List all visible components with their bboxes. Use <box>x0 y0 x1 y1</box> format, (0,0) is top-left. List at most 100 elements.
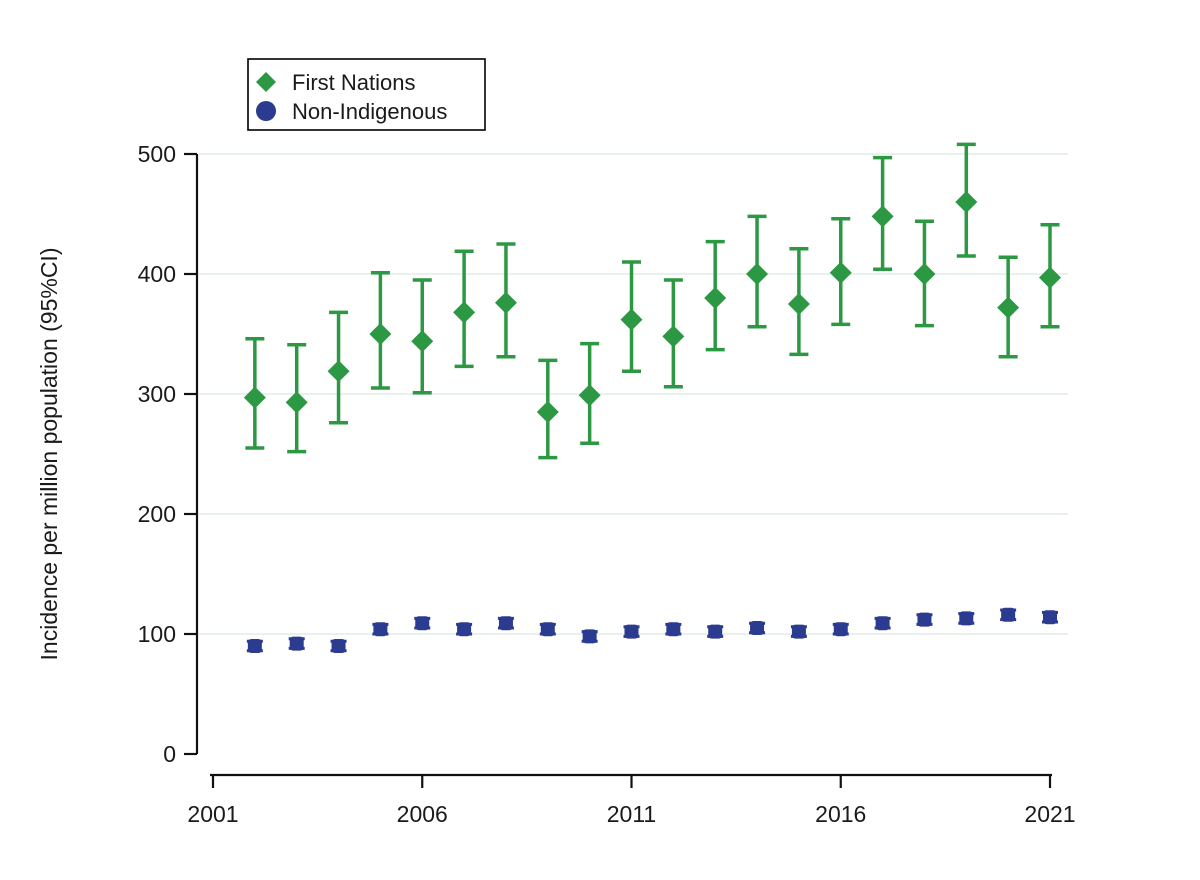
data-point <box>704 239 727 352</box>
data-point <box>246 639 263 653</box>
data-point <box>369 271 392 390</box>
circle-marker <box>666 622 681 637</box>
data-point <box>456 622 473 637</box>
data-point <box>955 142 978 258</box>
diamond-marker <box>1039 266 1061 289</box>
diamond-marker <box>620 308 643 331</box>
circle-marker <box>875 616 890 631</box>
x-tick-label: 2021 <box>1024 801 1075 827</box>
data-point <box>497 616 514 631</box>
diamond-marker <box>997 296 1020 319</box>
circle-marker <box>959 611 974 626</box>
y-tick-label: 100 <box>138 621 176 647</box>
data-point <box>453 249 476 369</box>
legend-box <box>247 58 486 131</box>
data-point <box>958 611 975 626</box>
x-tick-label: 2006 <box>397 801 448 827</box>
diamond-marker <box>411 330 434 353</box>
data-point <box>372 622 389 637</box>
circle-marker <box>457 622 472 637</box>
data-point <box>746 214 769 329</box>
circle-marker <box>373 622 388 637</box>
circle-marker <box>289 636 304 651</box>
data-point <box>1042 610 1058 625</box>
circle-marker <box>1001 607 1016 622</box>
legend-label: Non-Indigenous <box>292 99 447 124</box>
data-point <box>243 337 266 450</box>
y-axis: 0 100 200 300 400 500 Incidence per million po… <box>36 141 199 767</box>
circle-marker <box>708 624 723 639</box>
series-non-indigenous <box>246 607 1058 653</box>
data-point <box>414 616 431 631</box>
circle-marker <box>833 622 848 637</box>
circle-marker <box>791 624 806 639</box>
data-point <box>330 639 347 653</box>
data-point <box>620 260 643 373</box>
circle-marker <box>331 639 346 653</box>
diamond-marker <box>955 191 978 213</box>
diamond-marker <box>704 287 727 309</box>
diamond-marker <box>243 386 266 409</box>
data-point <box>539 622 556 637</box>
diamond-marker <box>369 323 392 345</box>
diamond-marker <box>453 301 476 324</box>
data-point <box>790 624 807 639</box>
data-point <box>1000 607 1017 622</box>
data-point <box>916 612 933 627</box>
diamond-marker <box>787 293 810 315</box>
data-point <box>536 358 559 460</box>
diamond-marker <box>746 263 769 285</box>
diamond-marker <box>662 325 685 348</box>
data-point <box>411 278 434 395</box>
data-point <box>997 255 1020 359</box>
legend-label: First Nations <box>292 70 415 95</box>
y-tick-label: 200 <box>138 501 176 527</box>
data-point <box>913 219 936 328</box>
circle-marker <box>1043 610 1057 625</box>
diamond-marker <box>871 205 894 228</box>
diamond-marker <box>285 391 308 414</box>
data-point <box>285 343 308 454</box>
diamond-marker <box>913 263 936 285</box>
data-point <box>662 278 685 389</box>
data-point <box>787 247 810 357</box>
data-point <box>707 624 724 639</box>
y-tick-label: 300 <box>138 381 176 407</box>
data-point <box>288 636 305 651</box>
data-point <box>829 217 852 327</box>
circle-marker <box>247 639 262 653</box>
data-point <box>874 616 891 631</box>
diamond-marker <box>327 360 350 383</box>
x-tick-label: 2011 <box>607 801 656 827</box>
y-tick-label: 400 <box>138 261 176 287</box>
circle-marker <box>498 616 513 631</box>
circle-marker <box>415 616 430 631</box>
data-point <box>749 621 766 635</box>
gridlines <box>199 153 1068 635</box>
diamond-marker <box>578 384 601 407</box>
x-axis: 2001 2006 2011 2016 2021 <box>187 773 1076 827</box>
data-point <box>327 310 350 425</box>
data-point <box>494 242 517 359</box>
circle-marker <box>582 629 597 644</box>
data-point <box>581 629 598 644</box>
circle-marker <box>624 624 639 639</box>
data-point <box>578 341 601 445</box>
data-point <box>623 624 640 639</box>
x-tick-label: 2001 <box>187 801 238 827</box>
y-tick-label: 0 <box>163 741 176 767</box>
data-point <box>665 622 682 637</box>
legend-circle-icon <box>256 101 276 121</box>
y-axis-title: Incidence per million population (95%CI) <box>36 248 62 661</box>
diamond-marker <box>829 261 852 284</box>
data-point <box>1039 223 1061 329</box>
circle-marker <box>540 622 555 637</box>
circle-marker <box>917 612 932 627</box>
circle-marker <box>750 621 765 635</box>
y-tick-label: 500 <box>138 141 176 167</box>
diamond-marker <box>536 401 559 423</box>
legend: First Nations Non-Indigenous <box>247 58 486 131</box>
legend-diamond-icon <box>256 72 276 92</box>
